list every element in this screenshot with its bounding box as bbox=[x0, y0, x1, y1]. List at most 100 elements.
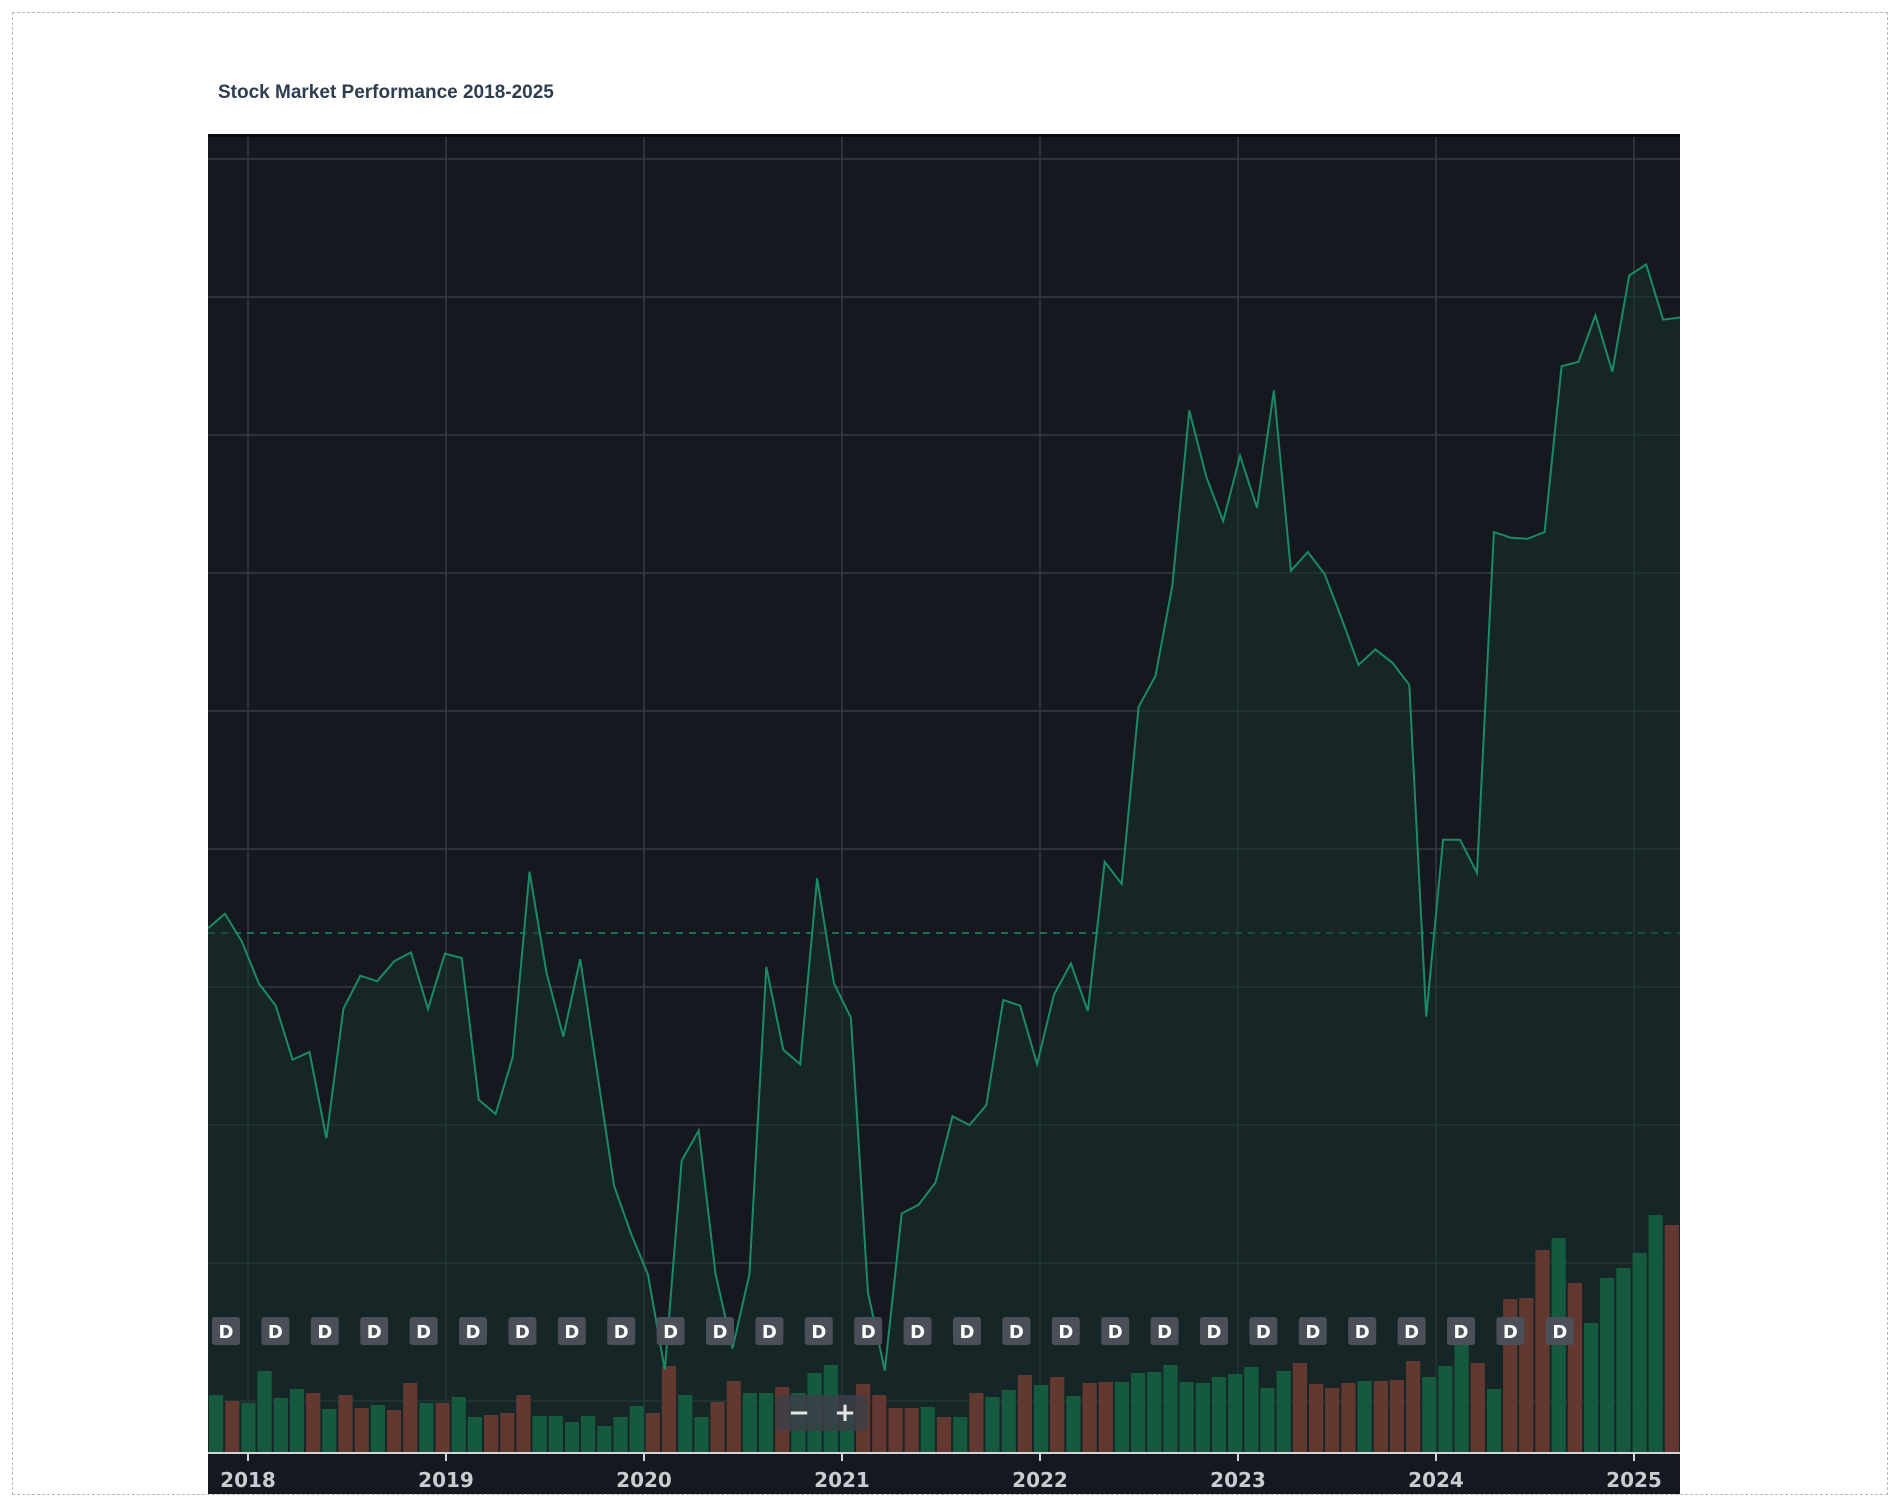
x-axis: 2018 2019 2020 2021 2022 2023 2024 2025 bbox=[208, 1452, 1680, 1494]
x-tick-label: 2024 bbox=[1408, 1468, 1464, 1492]
event-marker-label: D bbox=[1503, 1322, 1518, 1343]
x-tick-label: 2025 bbox=[1606, 1468, 1662, 1492]
event-marker[interactable]: D bbox=[360, 1317, 389, 1345]
event-marker-box bbox=[212, 1317, 240, 1345]
event-marker-box bbox=[903, 1317, 932, 1345]
event-marker-box bbox=[1447, 1317, 1475, 1345]
event-marker-box bbox=[804, 1317, 833, 1345]
event-marker[interactable]: D bbox=[557, 1317, 586, 1345]
event-marker-label: D bbox=[416, 1322, 431, 1343]
event-marker-box bbox=[1002, 1317, 1031, 1345]
event-marker-box bbox=[1051, 1317, 1080, 1345]
event-marker-label: D bbox=[960, 1322, 975, 1343]
zoom-out-button[interactable]: − bbox=[788, 1398, 810, 1428]
event-marker-label: D bbox=[1552, 1322, 1567, 1343]
plot-area[interactable]: D D D D D D D D D D D D D D D D D D D D D D D D D D D D 2018 2019 202… bbox=[208, 134, 1680, 1494]
event-marker[interactable]: D bbox=[607, 1317, 636, 1345]
event-marker-label: D bbox=[1009, 1322, 1024, 1343]
event-marker-label: D bbox=[1305, 1322, 1320, 1343]
x-tick-label: 2020 bbox=[616, 1468, 672, 1492]
chart-frame bbox=[12, 12, 1888, 1495]
event-marker[interactable]: D bbox=[1101, 1317, 1130, 1345]
event-marker-label: D bbox=[910, 1322, 925, 1343]
zoom-control[interactable]: − + bbox=[776, 1395, 868, 1431]
event-marker-box bbox=[706, 1317, 734, 1345]
event-marker[interactable]: D bbox=[310, 1317, 339, 1345]
event-marker-label: D bbox=[811, 1322, 826, 1343]
event-marker-label: D bbox=[663, 1322, 678, 1343]
event-marker-label: D bbox=[713, 1322, 728, 1343]
x-axis-band bbox=[208, 1453, 1680, 1494]
event-marker[interactable]: D bbox=[706, 1317, 734, 1345]
event-marker[interactable]: D bbox=[854, 1317, 883, 1345]
x-tick-label: 2019 bbox=[418, 1468, 474, 1492]
event-marker-label: D bbox=[367, 1322, 382, 1343]
event-marker-box bbox=[409, 1317, 438, 1345]
event-marker-label: D bbox=[219, 1322, 234, 1343]
x-tick-label: 2023 bbox=[1210, 1468, 1266, 1492]
event-marker-box bbox=[310, 1317, 339, 1345]
event-marker[interactable]: D bbox=[212, 1317, 240, 1345]
event-marker[interactable]: D bbox=[1051, 1317, 1080, 1345]
event-marker[interactable]: D bbox=[903, 1317, 932, 1345]
event-marker[interactable]: D bbox=[1397, 1317, 1426, 1345]
event-marker[interactable]: D bbox=[261, 1317, 290, 1345]
event-marker-box bbox=[1200, 1317, 1228, 1345]
event-marker[interactable]: D bbox=[1150, 1317, 1179, 1345]
event-marker-box bbox=[755, 1317, 784, 1345]
event-marker[interactable]: D bbox=[755, 1317, 784, 1345]
event-marker-label: D bbox=[466, 1322, 481, 1343]
event-marker-box bbox=[854, 1317, 883, 1345]
event-marker-label: D bbox=[1108, 1322, 1123, 1343]
event-marker-box bbox=[656, 1317, 685, 1345]
event-marker[interactable]: D bbox=[1002, 1317, 1031, 1345]
chart-title: Stock Market Performance 2018-2025 bbox=[218, 82, 554, 103]
event-marker-box bbox=[1101, 1317, 1130, 1345]
event-marker[interactable]: D bbox=[1447, 1317, 1475, 1345]
event-marker-box bbox=[459, 1317, 487, 1345]
event-marker[interactable]: D bbox=[1200, 1317, 1228, 1345]
event-marker-box bbox=[1397, 1317, 1426, 1345]
event-marker[interactable]: D bbox=[804, 1317, 833, 1345]
event-marker-label: D bbox=[762, 1322, 777, 1343]
event-marker[interactable]: D bbox=[1249, 1317, 1278, 1345]
zoom-in-button[interactable]: + bbox=[834, 1398, 856, 1428]
event-marker[interactable]: D bbox=[1348, 1317, 1377, 1345]
price-chart[interactable]: D D D D D D D D D D D D D D D D D D D D D D D D D D D D 2018 2019 202… bbox=[208, 137, 1680, 1494]
event-marker-label: D bbox=[268, 1322, 283, 1343]
event-marker-box bbox=[1298, 1317, 1327, 1345]
event-marker[interactable]: D bbox=[508, 1317, 537, 1345]
event-marker-label: D bbox=[564, 1322, 579, 1343]
event-marker-label: D bbox=[614, 1322, 629, 1343]
event-marker-box bbox=[557, 1317, 586, 1345]
event-marker-box bbox=[360, 1317, 389, 1345]
x-tick-label: 2022 bbox=[1012, 1468, 1068, 1492]
x-tick-label: 2018 bbox=[220, 1468, 276, 1492]
price-area-fill bbox=[208, 264, 1680, 1453]
event-marker[interactable]: D bbox=[1496, 1317, 1525, 1345]
event-marker[interactable]: D bbox=[459, 1317, 487, 1345]
event-marker-label: D bbox=[1355, 1322, 1370, 1343]
event-marker-label: D bbox=[861, 1322, 876, 1343]
event-marker-label: D bbox=[1256, 1322, 1271, 1343]
event-marker[interactable]: D bbox=[409, 1317, 438, 1345]
event-marker-box bbox=[1496, 1317, 1525, 1345]
event-marker-box bbox=[1348, 1317, 1377, 1345]
event-marker-box bbox=[1249, 1317, 1278, 1345]
event-marker-box bbox=[607, 1317, 636, 1345]
event-marker-box bbox=[261, 1317, 290, 1345]
event-marker-box bbox=[1545, 1317, 1574, 1345]
event-marker[interactable]: D bbox=[953, 1317, 981, 1345]
event-marker-label: D bbox=[1058, 1322, 1073, 1343]
x-tick-label: 2021 bbox=[814, 1468, 870, 1492]
event-marker[interactable]: D bbox=[656, 1317, 685, 1345]
event-marker-label: D bbox=[317, 1322, 332, 1343]
event-marker[interactable]: D bbox=[1545, 1317, 1574, 1345]
event-marker[interactable]: D bbox=[1298, 1317, 1327, 1345]
event-marker-label: D bbox=[515, 1322, 530, 1343]
event-marker-label: D bbox=[1157, 1322, 1172, 1343]
event-marker-box bbox=[508, 1317, 537, 1345]
event-marker-label: D bbox=[1404, 1322, 1419, 1343]
event-marker-label: D bbox=[1207, 1322, 1222, 1343]
